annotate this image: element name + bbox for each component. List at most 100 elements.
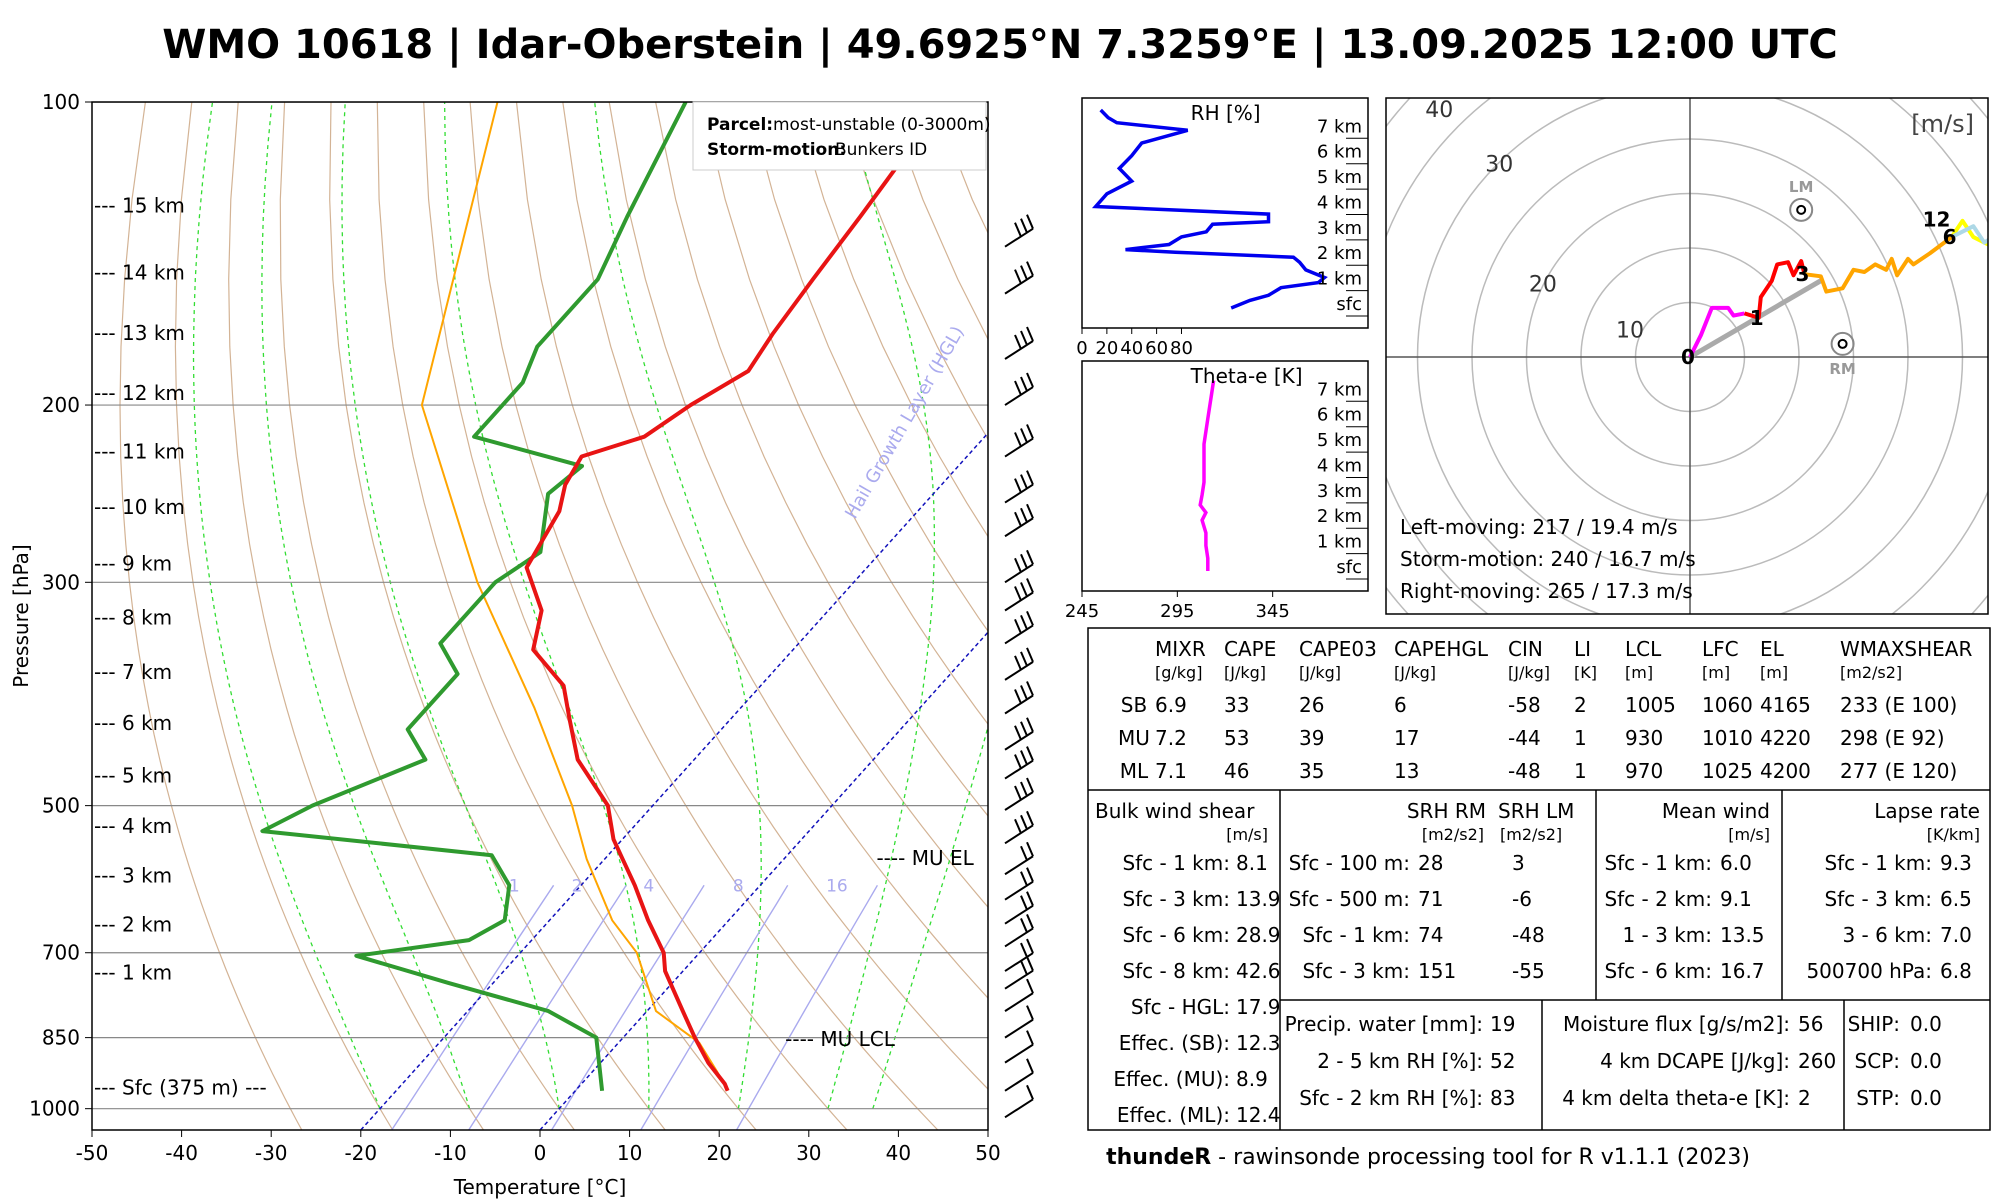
bulk-title: Bulk wind shear	[1095, 799, 1255, 823]
panel-height-label: sfc	[1336, 557, 1362, 578]
hodo-segment	[1804, 235, 1953, 294]
wind-barb-flag	[1026, 978, 1034, 994]
table-cell: 39	[1299, 726, 1324, 750]
mean-label: Sfc - 6 km:	[1604, 959, 1712, 983]
bulk-label: Sfc - HGL:	[1131, 995, 1230, 1019]
dry-adiabat	[119, 102, 303, 1130]
wind-barb	[1004, 824, 1034, 845]
wind-barb	[1004, 855, 1034, 876]
mixing-ratio-label: 8	[733, 877, 744, 897]
panel-height-label: 4 km	[1317, 192, 1362, 213]
wind-barb-flag	[1020, 918, 1028, 933]
x-tick-label: -50	[76, 1141, 109, 1165]
wind-barb	[1004, 340, 1034, 360]
table-cell: 7.1	[1155, 759, 1187, 783]
mixing-ratio-label: 1	[509, 877, 520, 897]
bulk-label: Sfc - 6 km:	[1122, 923, 1230, 947]
panel-height-label: 1 km	[1317, 269, 1362, 290]
wind-barb-flag	[1014, 222, 1022, 238]
wind-barb-flag	[1020, 428, 1028, 443]
wind-barb-flag	[1014, 557, 1022, 573]
misc-label: 4 km delta theta-e [K]:	[1562, 1086, 1790, 1110]
wind-barb-flag	[1014, 586, 1022, 601]
table-unit: [J/kg]	[1508, 663, 1550, 682]
panel-x-tick-label: 345	[1255, 601, 1289, 622]
index-value: 0.0	[1910, 1049, 1942, 1073]
moist-adiabat	[341, 102, 560, 1109]
panel-x-tick-label: 40	[1120, 338, 1143, 359]
mean-label: Sfc - 2 km:	[1604, 887, 1712, 911]
wind-barb-flag	[1014, 619, 1022, 634]
table-header: CAPE03	[1299, 637, 1377, 661]
dry-adiabat	[794, 102, 988, 538]
x-tick-label: -10	[434, 1141, 467, 1165]
wind-barb-flag	[1026, 914, 1034, 929]
bulk-value: 28.9	[1236, 923, 1281, 947]
wind-barb-flag	[1020, 845, 1028, 861]
y-tick-label: 200	[42, 393, 80, 417]
figure-title: WMO 10618 | Idar-Oberstein | 49.6925°N 7…	[162, 22, 1838, 69]
table-cell: 13	[1394, 759, 1419, 783]
panel-frame	[1081, 360, 1369, 592]
bulk-label: Effec. (MU):	[1113, 1067, 1230, 1091]
misc-label: Moisture flux [g/s/m2]:	[1563, 1012, 1790, 1036]
dry-adiabat	[279, 102, 575, 1130]
misc-value: 19	[1490, 1012, 1515, 1036]
wind-barb-flag	[1020, 814, 1028, 830]
wind-barb-flag	[1014, 655, 1022, 671]
thetae-profile: Theta-e [K] 7 km 6 km 5 km 4 km 3 km 2 km 1 km s…	[1065, 360, 1369, 622]
rh-profile: RH [%] 7 km 6 km 5 km 4 km 3 km 2 km 1 km sfc 0 20…	[1076, 97, 1369, 359]
wind-barb-flag	[1026, 647, 1034, 663]
bulk-label: Sfc - 1 km:	[1122, 851, 1230, 875]
panel-height-label: 6 km	[1317, 142, 1362, 163]
table-unit: [J/kg]	[1224, 663, 1266, 682]
hgl-label: Hail Growth Layer (HGL)	[841, 323, 969, 523]
moist-adiabat	[192, 102, 381, 1109]
y-tick-label: 850	[42, 1026, 80, 1050]
wind-barb-flag	[1020, 376, 1028, 392]
panel-x-tick-label: 20	[1095, 338, 1118, 359]
table-cell: 17	[1394, 726, 1419, 750]
panel-height-label: 4 km	[1317, 455, 1362, 476]
parcel-curve	[420, 102, 729, 1092]
table-cell: 233 (E 100)	[1840, 693, 1957, 717]
table-cell: 7.2	[1155, 726, 1187, 750]
wind-barb-flag	[1020, 553, 1028, 569]
wind-barb-flag	[1020, 960, 1028, 976]
hodo-height-mark: 12	[1923, 208, 1951, 232]
wind-barb-flag	[1020, 781, 1028, 797]
hodo-height-mark: 1	[1750, 306, 1764, 330]
mean-value: 6.0	[1720, 851, 1752, 875]
mixing-ratio-line	[551, 884, 705, 1130]
panel-x-tick-label: 0	[1076, 338, 1087, 359]
height-label: --- 2 km	[94, 913, 172, 937]
wind-barb-flag	[1014, 785, 1022, 801]
storm-marker-ring	[1830, 331, 1855, 356]
wind-barb-flag	[1014, 689, 1022, 704]
misc-label: 4 km DCAPE [J/kg]:	[1600, 1049, 1790, 1073]
dry-adiabat	[747, 102, 988, 633]
misc-label: 2 - 5 km RH [%]:	[1317, 1049, 1483, 1073]
wind-barb-flag	[1026, 326, 1034, 342]
wind-barb-flag	[1026, 578, 1034, 593]
x-tick-label: 50	[975, 1141, 1000, 1165]
table-unit: [J/kg]	[1394, 663, 1436, 682]
wind-barb	[1004, 437, 1034, 458]
wind-barb	[1004, 730, 1034, 751]
table-cell: 4165	[1760, 693, 1811, 717]
misc-value: 52	[1490, 1049, 1515, 1073]
panel-height-label: sfc	[1336, 294, 1362, 315]
wind-barb-flag	[1026, 503, 1034, 519]
wind-barb	[1004, 563, 1034, 584]
panel-series-label: Theta-e [K]	[1190, 364, 1303, 388]
wind-barb-flag	[1026, 717, 1034, 733]
wind-barb-flag	[1026, 891, 1034, 907]
moist-adiabat	[594, 102, 762, 1109]
table-cell: 970	[1625, 759, 1663, 783]
table-unit: [K]	[1574, 663, 1597, 682]
height-label: --- 6 km	[94, 711, 172, 735]
wind-barb-flag	[1026, 1030, 1034, 1046]
srh-lm-value: -48	[1512, 923, 1545, 947]
wind-barb	[1004, 904, 1034, 925]
